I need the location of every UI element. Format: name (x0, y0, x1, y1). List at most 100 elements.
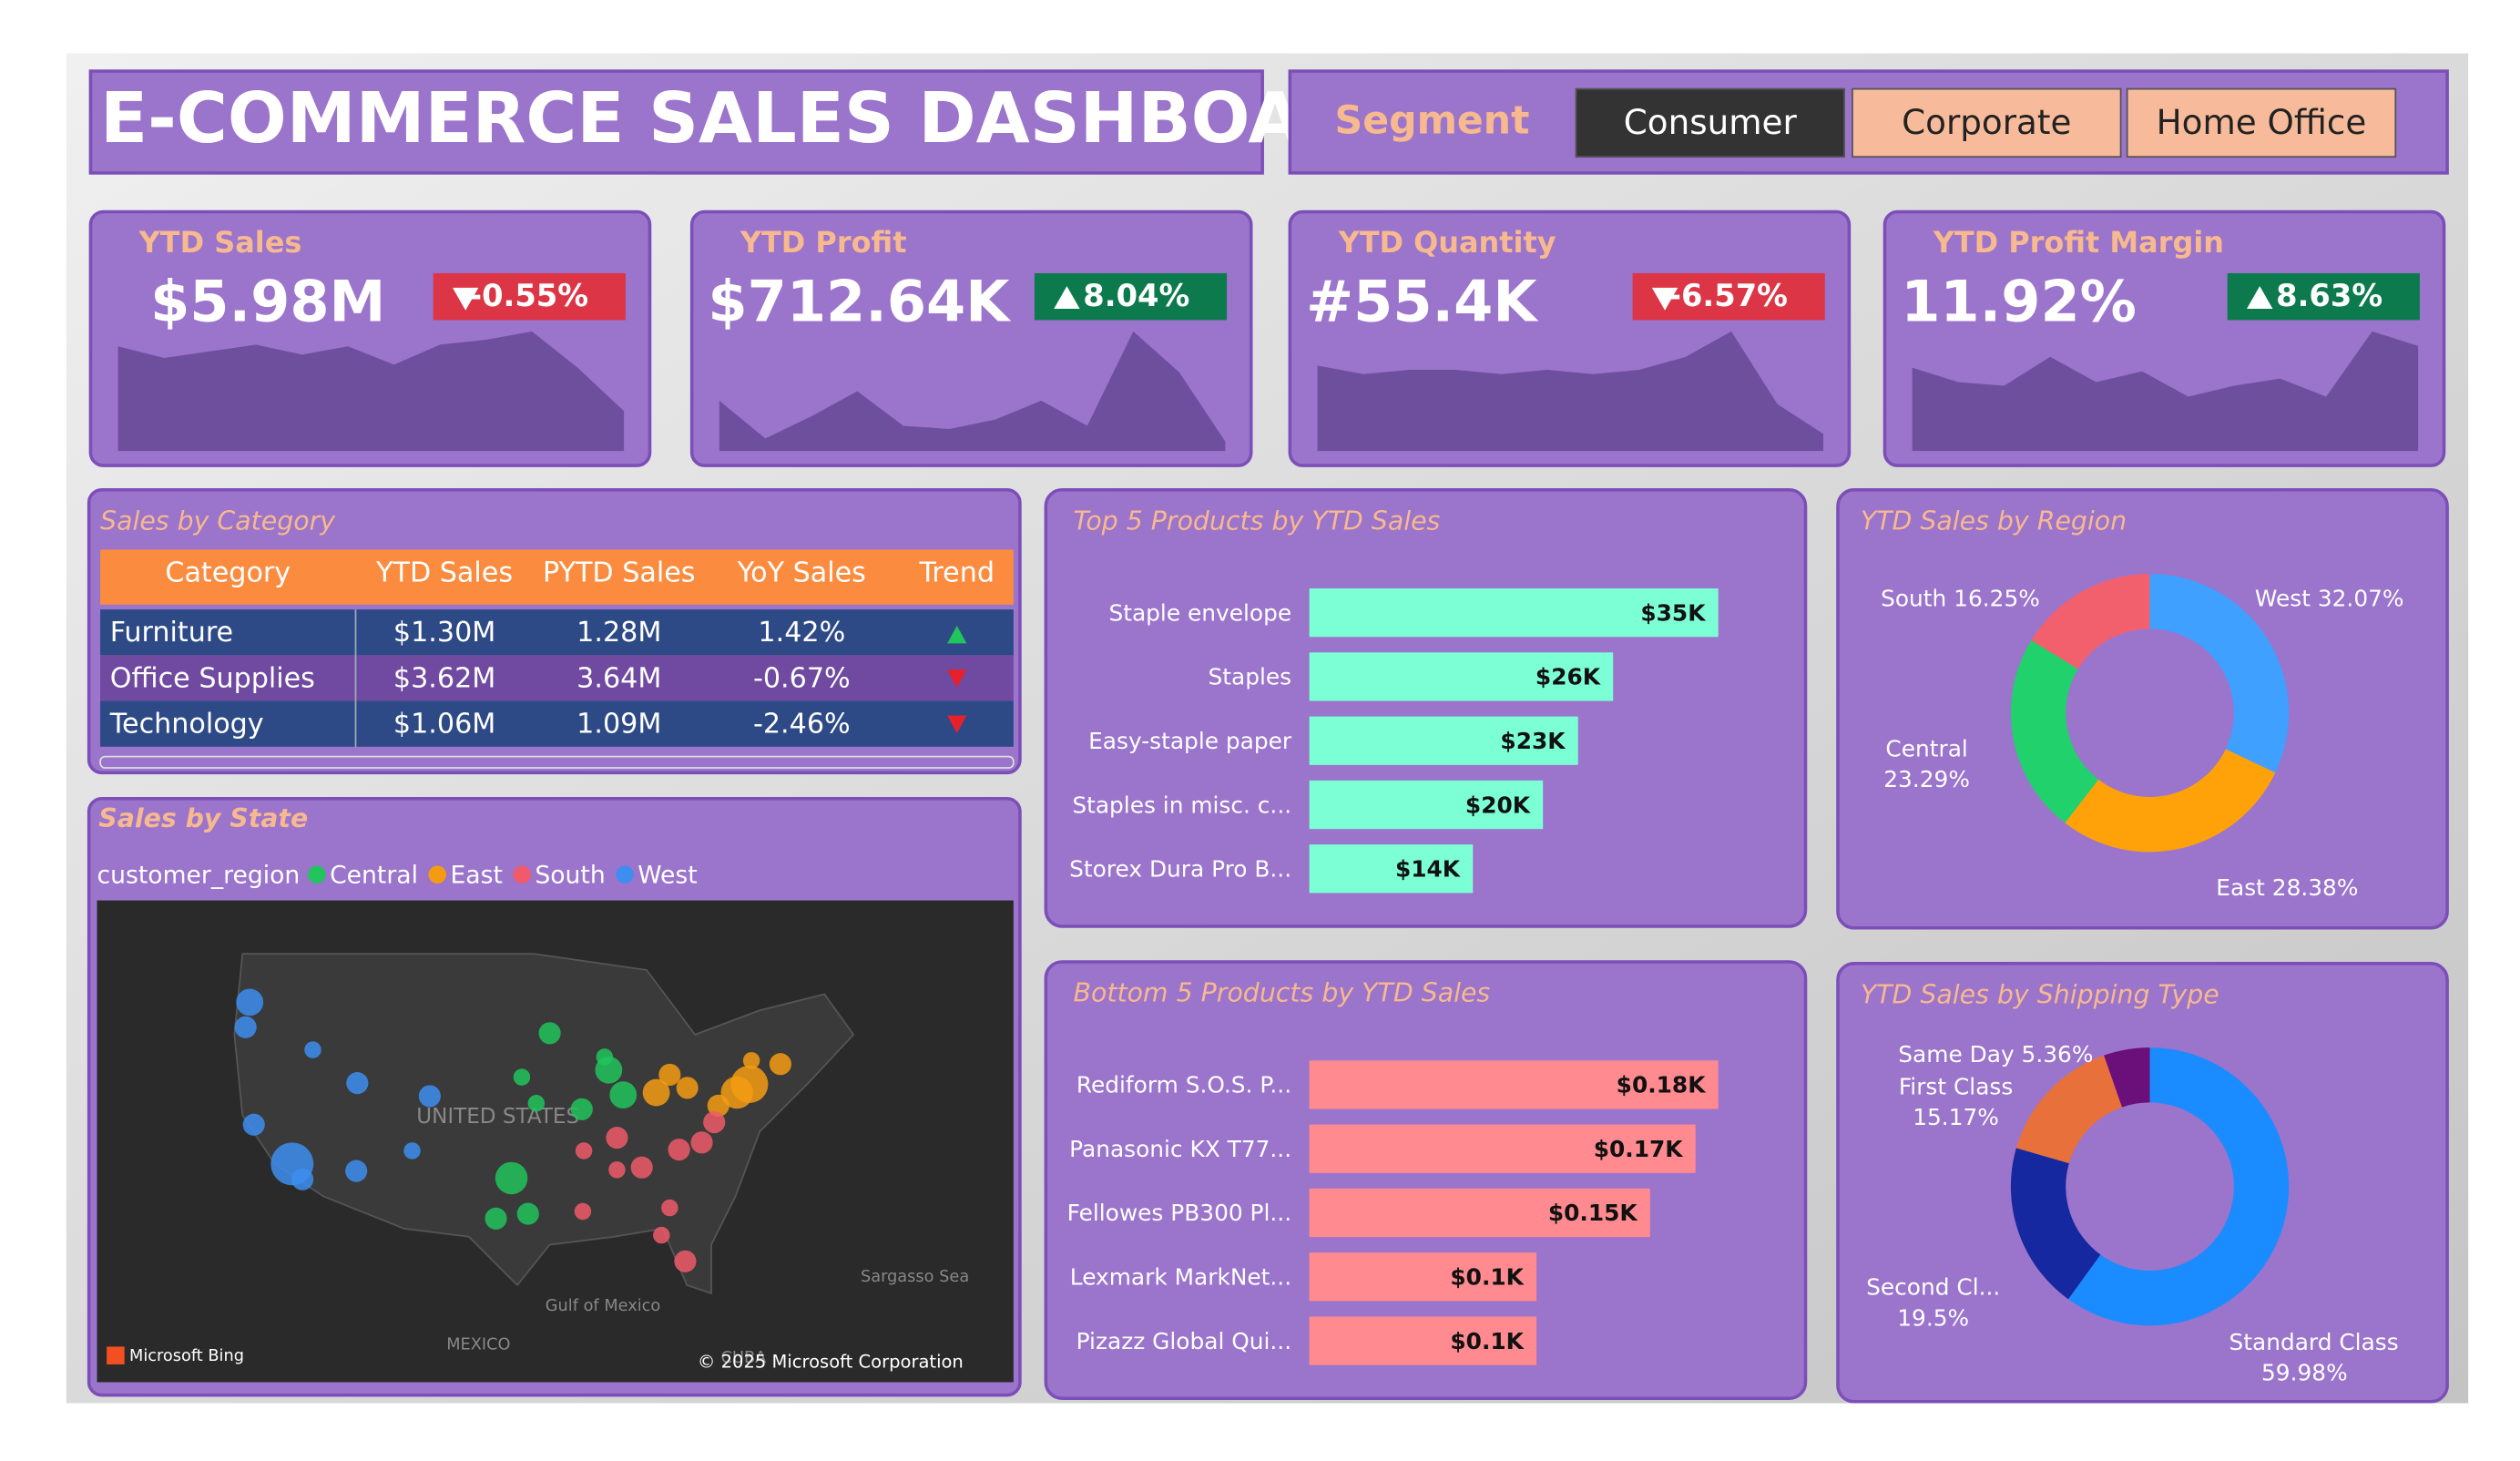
slice-value: 28.38% (2272, 874, 2359, 901)
map-bubble (608, 1161, 626, 1179)
kpi-value: $5.98M (150, 269, 385, 335)
map-bubble (291, 1168, 314, 1190)
table-cell: 1.09M (576, 709, 661, 741)
map-bubble (707, 1094, 729, 1117)
map-bubble (769, 1053, 791, 1076)
map-bubble (674, 1250, 697, 1272)
map-bubble (418, 1085, 441, 1108)
sparkline (719, 331, 1226, 452)
sparkline (117, 331, 625, 452)
chart-title: YTD Sales by Region (1861, 506, 2127, 536)
slice-name: East (2216, 874, 2265, 901)
slice-label: South 16.25% (1881, 585, 2040, 611)
slice-name: South (1881, 585, 1946, 611)
table-header-cell: YTD Sales (375, 557, 513, 589)
bar-category: Panasonic KX T77... (1069, 1136, 1291, 1162)
bar-category: Staple envelope (1108, 599, 1291, 626)
table-cell: $1.06M (393, 709, 495, 741)
bar-value-label: $26K (1535, 664, 1601, 690)
bar (1309, 652, 1614, 701)
kpi-arrow (1054, 286, 1080, 309)
map-bubble (345, 1160, 368, 1182)
trend-icon (947, 625, 967, 644)
map-bubble (661, 1199, 678, 1217)
bar (1309, 1316, 1537, 1365)
kpi-change: 8.63% (2276, 278, 2382, 313)
slice-value: 59.98% (2261, 1360, 2348, 1386)
segment-option: Consumer (1624, 102, 1798, 142)
table-cell: 3.64M (576, 662, 661, 694)
chart-title: Top 5 Products by YTD Sales (1074, 506, 1441, 536)
segment-option: Home Office (2157, 102, 2367, 142)
slice-label: Same Day 5.36% (1898, 1041, 2093, 1068)
bar-value-label: $0.15K (1548, 1200, 1638, 1226)
chart-title: Bottom 5 Products by YTD Sales (1074, 978, 1491, 1008)
table-cell: 1.42% (758, 617, 845, 649)
table-cell: $3.62M (393, 662, 495, 694)
bar-value-label: $0.17K (1594, 1136, 1684, 1162)
segment-button[interactable] (1575, 87, 1845, 158)
kpi-change: -6.57% (1668, 278, 1788, 313)
slice-value: 32.07% (2318, 585, 2404, 611)
donut-slice (2149, 574, 2290, 773)
bar (1309, 1124, 1696, 1173)
legend-swatch (513, 865, 531, 884)
kpi-value: $712.64K (708, 269, 1012, 335)
bar-category: Staples in misc. c... (1072, 792, 1291, 818)
kpi-arrow (2247, 286, 2273, 309)
legend-label: Central (330, 861, 418, 889)
map-bubble (606, 1127, 628, 1149)
bar-category: Lexmark MarkNet... (1070, 1264, 1291, 1291)
bar-category: Rediform S.O.S. P... (1076, 1072, 1291, 1098)
map-place-label: Gulf of Mexico (546, 1297, 660, 1315)
table-cell: 1.28M (576, 617, 661, 649)
map-bubble (596, 1048, 614, 1066)
bar-value-label: $14K (1395, 856, 1461, 883)
legend-swatch (428, 865, 447, 884)
legend-swatch (308, 865, 326, 884)
slice-name: West (2255, 585, 2311, 611)
table-row (100, 609, 1014, 656)
legend-swatch (616, 865, 634, 884)
sparkline (1317, 331, 1824, 452)
sparkline (1912, 331, 2419, 452)
title-box (88, 69, 1264, 175)
bar-category: Easy-staple paper (1088, 728, 1292, 754)
slice-value: 5.36% (2022, 1041, 2094, 1068)
chart-panel (1836, 962, 2449, 1404)
map-bubble (630, 1156, 653, 1179)
bar (1309, 716, 1578, 765)
table-cell: -2.46% (753, 709, 851, 741)
trend-icon (947, 669, 967, 688)
kpi-title: YTD Profit Margin (1933, 225, 2224, 260)
scrollbar (99, 755, 1015, 769)
bing-logo (107, 1346, 125, 1364)
bar-category: Staples (1209, 664, 1292, 690)
map-bubble (668, 1139, 690, 1161)
segment-button[interactable] (2126, 87, 2397, 158)
bar-value-label: $23K (1500, 728, 1566, 754)
map-place-label: UNITED STATES (416, 1105, 579, 1129)
table-row (100, 655, 1014, 701)
table-header-cell: Category (165, 557, 291, 589)
slice-label: East 28.38% (2216, 874, 2358, 901)
map-place-label: Sargasso Sea (861, 1268, 969, 1286)
slice-name: First Class (1899, 1073, 2013, 1099)
table-header-cell: YoY Sales (737, 557, 866, 589)
map-bubble (346, 1072, 369, 1095)
map-bubble (720, 1076, 753, 1109)
kpi-value: #55.4K (1306, 269, 1539, 335)
panel-title: Sales by Category (100, 506, 336, 536)
map-bubble (703, 1111, 726, 1134)
bar-value-label: $20K (1465, 792, 1531, 818)
slice-value: 15.17% (1913, 1104, 1999, 1130)
bar (1309, 1252, 1537, 1302)
map-copyright: © 2025 Microsoft Corporation (698, 1352, 964, 1373)
segment-button[interactable] (1852, 87, 2122, 158)
chart-title: YTD Sales by Shipping Type (1861, 979, 2219, 1009)
donut-slice (2104, 1047, 2150, 1108)
donut-slice (2065, 749, 2276, 853)
donut-slice (2068, 1047, 2290, 1326)
table-cell: Furniture (110, 617, 233, 649)
